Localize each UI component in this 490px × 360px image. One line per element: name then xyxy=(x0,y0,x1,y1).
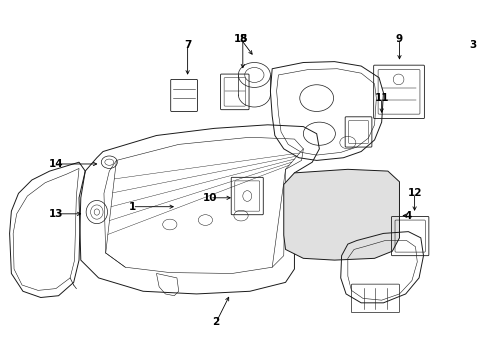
Text: 9: 9 xyxy=(396,34,403,44)
Text: 15: 15 xyxy=(234,34,248,44)
Text: 1: 1 xyxy=(129,202,136,212)
Polygon shape xyxy=(284,169,399,260)
Text: 3: 3 xyxy=(469,40,476,50)
Text: 2: 2 xyxy=(213,318,220,327)
Text: 8: 8 xyxy=(239,34,246,44)
Text: 11: 11 xyxy=(374,93,389,103)
Text: 12: 12 xyxy=(407,188,422,198)
Text: 14: 14 xyxy=(49,159,63,169)
Text: 4: 4 xyxy=(405,211,412,221)
Text: 7: 7 xyxy=(184,40,191,50)
Text: 10: 10 xyxy=(203,193,217,203)
Text: 13: 13 xyxy=(49,209,63,219)
